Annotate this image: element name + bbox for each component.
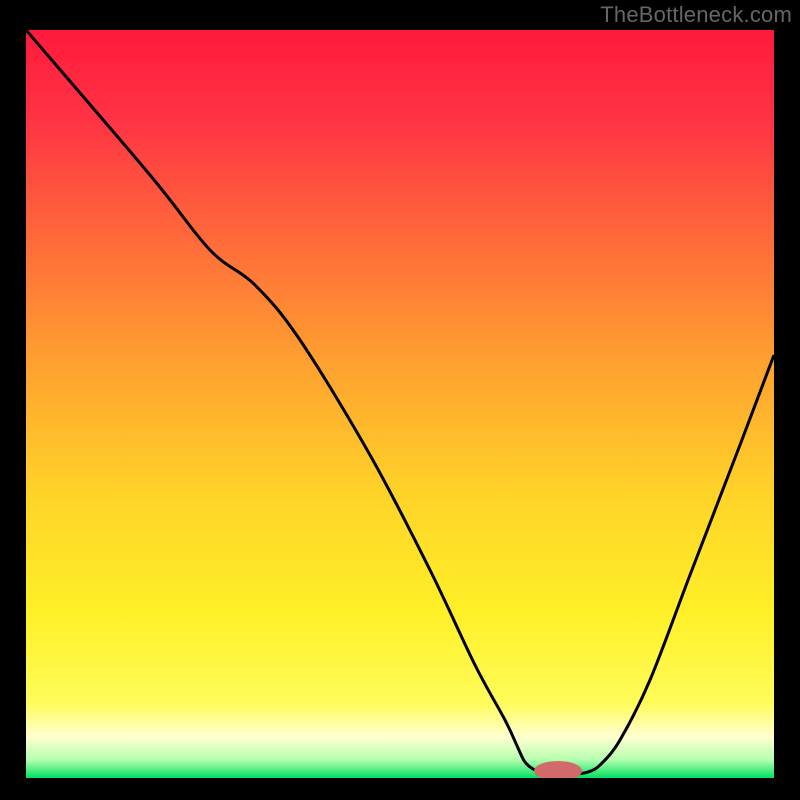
watermark-text: TheBottleneck.com	[600, 2, 792, 28]
chart-svg	[0, 0, 800, 800]
chart-canvas: TheBottleneck.com	[0, 0, 800, 800]
plot-area	[26, 30, 774, 778]
optimal-marker	[534, 761, 582, 781]
